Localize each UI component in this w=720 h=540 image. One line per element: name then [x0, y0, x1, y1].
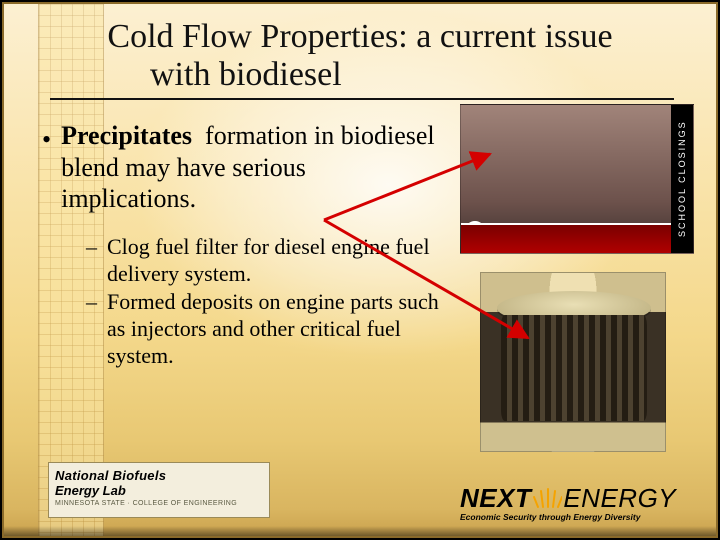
dash-marker: –: [86, 288, 97, 370]
dash-marker: –: [86, 233, 97, 288]
title-line-2: with biodiesel: [40, 56, 680, 94]
chyron-line-b: Brandon Closed Tomorrow: [467, 241, 562, 250]
brand-part-b: ENERGY: [563, 483, 676, 514]
brand-part-a: NEXT: [460, 483, 531, 514]
sub-bullet-text: Clog fuel filter for diesel engine fuel …: [107, 233, 442, 288]
bullet-text: Precipitates formation in biodiesel blen…: [61, 120, 442, 215]
lab-name-1: National Biofuels: [55, 468, 263, 483]
sunburst-icon: [532, 485, 562, 507]
footer: National Biofuels Energy Lab MINNESOTA S…: [4, 464, 716, 536]
channel-badge: 2: [465, 221, 485, 241]
sub-bullet: – Clog fuel filter for diesel engine fue…: [86, 233, 442, 288]
sub-bullet-text: Formed deposits on engine parts such as …: [107, 288, 442, 370]
sponsor-brand: NEXT ENERGY: [460, 483, 692, 514]
image-fuel-filter: [480, 272, 666, 452]
bullet-emphasis: Precipitates: [61, 121, 192, 150]
lab-name-2: Energy Lab: [55, 483, 263, 498]
news-chyron: JUST IN: Murray: Closed Tomorrow Brandon…: [467, 229, 667, 251]
body-text: • Precipitates formation in biodiesel bl…: [42, 120, 442, 369]
bullet-marker: •: [42, 120, 51, 215]
title-line-1: Cold Flow Properties: a current issue: [107, 18, 612, 55]
slide: Cold Flow Properties: a current issue wi…: [2, 2, 718, 538]
lab-institution: MINNESOTA STATE · COLLEGE OF ENGINEERING: [55, 500, 263, 507]
sub-bullet: – Formed deposits on engine parts such a…: [86, 288, 442, 370]
footer-gradient: [4, 526, 716, 536]
sponsor-logo: NEXT ENERGY Economic Security through: [460, 483, 692, 522]
slide-title: Cold Flow Properties: a current issue wi…: [40, 18, 680, 94]
chyron-line-a: Murray: Closed Tomorrow: [511, 229, 602, 238]
title-underline: [50, 98, 674, 100]
lab-logo: National Biofuels Energy Lab MINNESOTA S…: [48, 462, 270, 518]
bullet-level-1: • Precipitates formation in biodiesel bl…: [42, 120, 442, 215]
sub-bullets: – Clog fuel filter for diesel engine fue…: [42, 233, 442, 369]
just-in-label: JUST IN:: [467, 229, 508, 240]
image-news-clip: 2 JUST IN: Murray: Closed Tomorrow Brand…: [460, 104, 694, 254]
